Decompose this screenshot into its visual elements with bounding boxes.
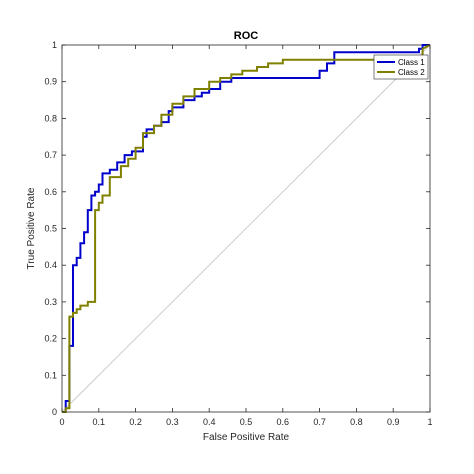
plot-area: 0 0.1 0.2 0.3 0.4 0.5 0.6 0.7 0.8 0.9 1 0 0.1 0.2 0.3… <box>44 40 432 427</box>
y-tick-label: 0.5 <box>44 224 57 234</box>
x-tick-label: 0 <box>59 417 64 427</box>
y-tick-label: 0.8 <box>44 113 57 123</box>
series-line-2 <box>62 44 431 413</box>
x-tick-label: 0.5 <box>240 417 253 427</box>
x-tick-label: 0.6 <box>277 417 290 427</box>
x-tick-label: 0.9 <box>387 417 400 427</box>
chart-title: ROC <box>234 30 259 42</box>
y-tick-label: 0 <box>52 407 57 417</box>
x-tick-label: 0.2 <box>129 417 142 427</box>
legend: Class 1 Class 2 <box>373 54 429 80</box>
series-line-1 <box>62 44 430 413</box>
y-tick-label: 0.1 <box>44 370 57 380</box>
y-axis-label: True Positive Rate <box>26 187 37 269</box>
y-tick-label: 0.4 <box>44 260 57 270</box>
x-axis-label: False Positive Rate <box>203 432 290 443</box>
y-tick-label: 0.2 <box>44 334 57 344</box>
legend-label-class-2: Class 2 <box>398 68 425 77</box>
legend-label-class-1: Class 1 <box>398 58 425 67</box>
legend-box <box>373 54 429 80</box>
y-tick-label: 0.7 <box>44 150 57 160</box>
reference-diagonal-line <box>61 44 431 413</box>
x-axis-ticks: 0 0.1 0.2 0.3 0.4 0.5 0.6 0.7 0.8 0.9 1 <box>59 45 433 427</box>
y-tick-label: 0.9 <box>44 77 57 87</box>
x-tick-label: 0.4 <box>203 417 216 427</box>
y-tick-label: 0.3 <box>44 297 57 307</box>
x-tick-label: 0.1 <box>93 417 106 427</box>
y-axis-ticks: 0 0.1 0.2 0.3 0.4 0.5 0.6 0.7 0.8 0.9 1 <box>44 40 430 417</box>
x-tick-label: 0.7 <box>313 417 326 427</box>
x-tick-label: 0.3 <box>166 417 179 427</box>
x-tick-label: 0.8 <box>350 417 363 427</box>
y-tick-label: 0.6 <box>44 187 57 197</box>
x-tick-label: 1 <box>427 417 432 427</box>
series-group <box>62 44 431 413</box>
y-tick-label: 1 <box>52 40 57 50</box>
